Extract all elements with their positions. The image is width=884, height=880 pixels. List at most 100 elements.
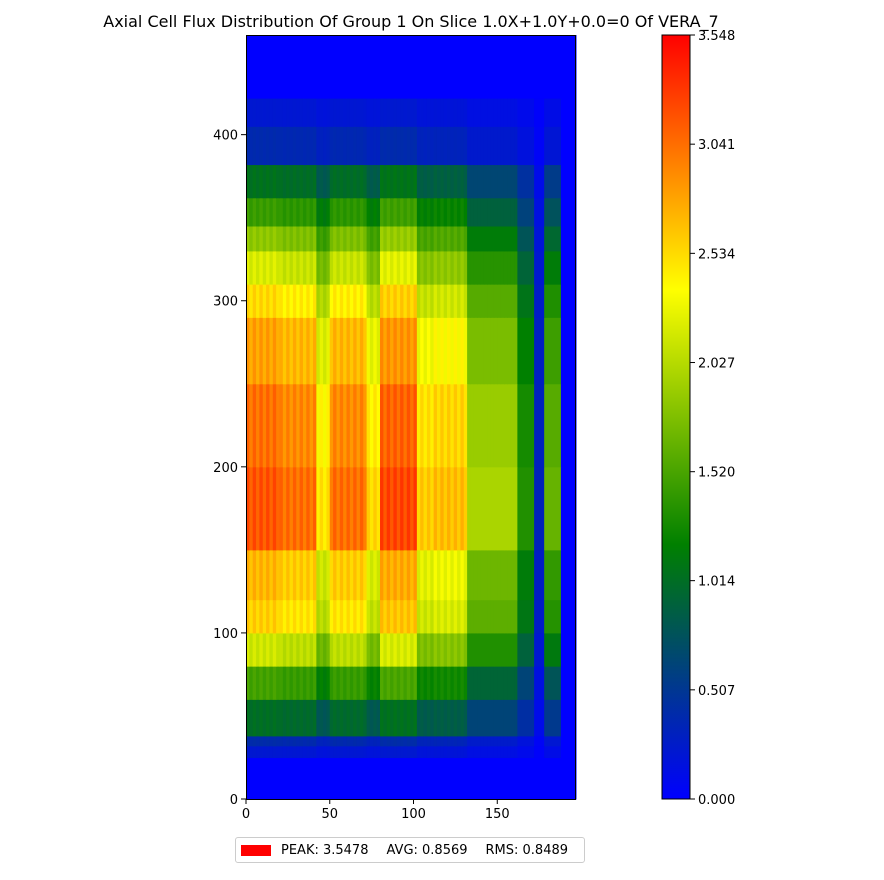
heatmap-cell [279, 699, 284, 737]
heatmap-cell [460, 745, 465, 758]
heatmap-cell [343, 250, 348, 285]
heatmap-cell [544, 197, 562, 227]
heatmap-cell [256, 164, 260, 199]
heatmap-cell [450, 250, 455, 285]
heatmap-cell [500, 549, 505, 601]
heatmap-cell [420, 632, 425, 667]
heatmap-cell [450, 466, 455, 551]
heatmap-cell [480, 126, 485, 166]
heatmap-cell [259, 735, 264, 747]
heatmap-cell [560, 35, 577, 99]
heatmap-cell [306, 383, 311, 468]
heatmap-cell [426, 549, 431, 601]
heatmap-cell [259, 699, 264, 737]
heatmap-cell [386, 226, 391, 252]
heatmap-cell [279, 197, 284, 227]
heatmap-cell [447, 549, 451, 601]
heatmap-cell [400, 197, 404, 227]
heatmap-cell [443, 98, 448, 127]
heatmap-cell [473, 250, 478, 285]
heatmap-cell [276, 757, 281, 800]
heatmap-cell [510, 757, 515, 800]
heatmap-cell [493, 383, 498, 468]
heatmap-cell [252, 317, 257, 385]
heatmap-cell [262, 599, 267, 634]
heatmap-cell [433, 164, 438, 199]
heatmap-cell [490, 666, 495, 700]
heatmap-cell [450, 284, 455, 318]
heatmap-cell [487, 599, 492, 634]
heatmap-cell [416, 383, 421, 468]
heatmap-cell [306, 735, 311, 747]
heatmap-cell [259, 757, 264, 800]
heatmap-cell [534, 226, 545, 252]
heatmap-cell [336, 226, 341, 252]
heatmap-cell [299, 284, 304, 318]
heatmap-cell [259, 632, 264, 667]
heatmap-cell [319, 666, 324, 700]
heatmap-cell [369, 632, 374, 667]
heatmap-cell [416, 599, 421, 634]
heatmap-cell [436, 250, 441, 285]
heatmap-cell [376, 383, 381, 468]
heatmap-cell [544, 699, 562, 737]
heatmap-cell [467, 666, 471, 700]
heatmap-cell [483, 632, 488, 667]
heatmap-cell [544, 164, 562, 199]
heatmap-cell [329, 632, 334, 667]
heatmap-cell [366, 250, 371, 285]
heatmap-cell [346, 284, 351, 318]
heatmap-cell [503, 735, 508, 747]
heatmap-cell [299, 699, 304, 737]
heatmap-cell [413, 317, 418, 385]
heatmap-cell [534, 735, 545, 747]
heatmap-cell [266, 745, 270, 758]
heatmap-cell [359, 164, 364, 199]
heatmap-cell [256, 549, 260, 601]
heatmap-cell [436, 197, 441, 227]
heatmap-cell [276, 666, 281, 700]
heatmap-cell [534, 284, 545, 318]
heatmap-cell [453, 735, 458, 747]
legend-peak: PEAK: 3.5478 [281, 842, 369, 858]
heatmap-cell [359, 226, 364, 252]
heatmap-cell [497, 632, 502, 667]
heatmap-cell [467, 549, 471, 601]
heatmap-cell [386, 735, 391, 747]
heatmap-cell [272, 735, 277, 747]
heatmap-cell [423, 250, 428, 285]
x-tick-label: 50 [321, 807, 338, 822]
heatmap-cell [296, 735, 301, 747]
heatmap-cell [514, 745, 518, 758]
heatmap-cell [299, 549, 304, 601]
heatmap-cell [483, 666, 488, 700]
heatmap-cell [450, 745, 455, 758]
heatmap-cell [359, 632, 364, 667]
heatmap-cell [460, 197, 465, 227]
heatmap-cell [376, 250, 381, 285]
heatmap-cell [403, 757, 408, 800]
heatmap-cell [369, 35, 374, 99]
heatmap-cell [353, 284, 358, 318]
heatmap-cell [363, 383, 368, 468]
heatmap-cell [386, 98, 391, 127]
heatmap-cell [463, 735, 468, 747]
heatmap-cell [503, 745, 508, 758]
heatmap-cell [396, 599, 401, 634]
heatmap-cell [246, 599, 250, 634]
heatmap-cell [443, 549, 448, 601]
heatmap-cell [383, 632, 388, 667]
heatmap-cell [413, 745, 418, 758]
heatmap-cell [349, 699, 354, 737]
heatmap-cell [470, 98, 475, 127]
heatmap-cell [487, 735, 492, 747]
heatmap-cell [366, 745, 371, 758]
heatmap-cell [447, 383, 451, 468]
heatmap-cell [460, 757, 465, 800]
heatmap-cell [333, 164, 337, 199]
heatmap-cell [279, 226, 284, 252]
heatmap-cell [363, 98, 368, 127]
heatmap-cell [410, 666, 415, 700]
heatmap-cell [457, 284, 461, 318]
heatmap-cell [249, 164, 254, 199]
